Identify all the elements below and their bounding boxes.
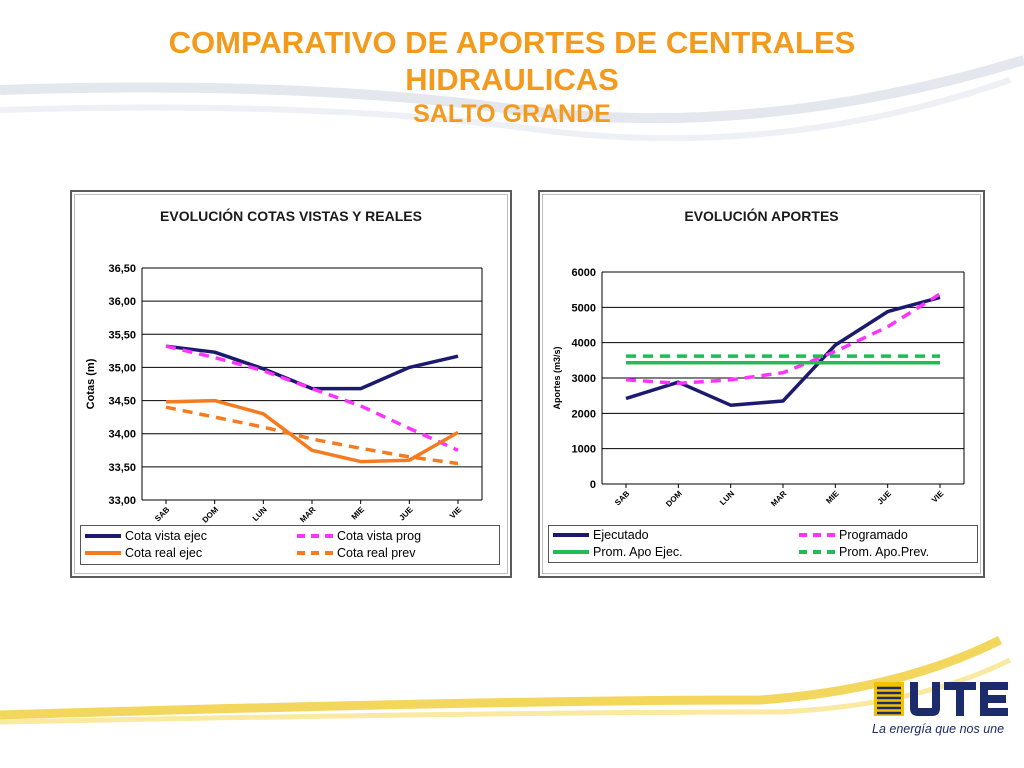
x-tick-label: VIE	[930, 489, 946, 505]
x-tick-label: LUN	[251, 505, 269, 523]
x-tick-label: LUN	[718, 489, 736, 507]
legend-swatch	[297, 534, 333, 538]
series-line-ejecutado	[625, 295, 941, 407]
x-tick-label: JUE	[876, 489, 894, 507]
legend-swatch	[85, 534, 121, 538]
y-tick-label: 4000	[572, 338, 596, 350]
y-tick-label: 33,50	[108, 462, 136, 474]
x-tick-label: MAR	[769, 489, 788, 508]
legend-swatch	[799, 533, 835, 537]
legend-item-prom-apo-prev: Prom. Apo.Prev.	[799, 545, 929, 559]
page-title: COMPARATIVO DE APORTES DE CENTRALES	[168, 25, 856, 60]
legend-label: Cota vista ejec	[125, 529, 207, 543]
y-tick-label: 34,00	[108, 429, 136, 441]
series-line-cota-vista-prog	[165, 344, 459, 452]
series-line-programado	[625, 292, 941, 386]
legend-label: Cota real prev	[337, 546, 416, 560]
page-subtitle: SALTO GRANDE	[413, 100, 611, 128]
legend-label: Programado	[839, 528, 908, 542]
x-tick-label: JUE	[397, 505, 415, 523]
legend-label: Prom. Apo.Prev.	[839, 545, 930, 559]
legend-swatch	[553, 550, 589, 554]
y-tick-label: 2000	[572, 408, 596, 420]
y-axis-label: Aportes (m3/s)	[552, 346, 562, 409]
x-tick-label: MIE	[350, 505, 367, 522]
x-tick-label: MIE	[824, 489, 841, 506]
logo-tagline: La energía que nos une	[872, 722, 1005, 736]
y-tick-label: 5000	[572, 302, 596, 314]
cotas-chart-panel: EVOLUCIÓN COTAS VISTAS Y REALES 33,00 33,…	[70, 190, 512, 578]
page-title-line2: HIDRAULICAS	[405, 62, 619, 97]
aportes-chart-frame	[542, 194, 981, 574]
aportes-chart-title: EVOLUCIÓN APORTES	[684, 208, 839, 224]
x-tick-label: DOM	[201, 505, 221, 525]
cotas-legend: Cota vista ejec Cota vista prog Cota rea…	[80, 525, 500, 565]
y-tick-label: 0	[590, 479, 596, 491]
y-tick-label: 33,00	[108, 495, 136, 507]
cotas-chart-title: EVOLUCIÓN COTAS VISTAS Y REALES	[160, 208, 422, 224]
x-tick-label: MAR	[298, 505, 317, 524]
y-tick-label: 36,50	[108, 263, 136, 275]
aportes-chart: 0 1000 2000 3000 4000 5000 6000 SAB DOM LUN MAR MIE…	[552, 267, 965, 509]
legend-item-cota-real-ejec: Cota real ejec	[85, 546, 202, 560]
legend-item-prom-apo-ejec: Prom. Apo Ejec.	[553, 545, 683, 559]
y-tick-label: 3000	[572, 373, 596, 385]
aportes-chart-panel: EVOLUCIÓN APORTES 0 1000 2000 3000 4000 5000 6…	[538, 190, 985, 578]
y-tick-label: 1000	[572, 444, 596, 456]
legend-label: Prom. Apo Ejec.	[593, 545, 683, 559]
ute-logo-icon	[874, 682, 1008, 716]
x-tick-label: VIE	[448, 505, 464, 521]
legend-item-cota-real-prev: Cota real prev	[297, 546, 416, 560]
legend-item-ejecutado: Ejecutado	[553, 528, 649, 542]
series-line-cota-vista-ejec	[165, 344, 459, 391]
legend-swatch	[297, 551, 333, 555]
y-tick-label: 34,50	[108, 396, 136, 408]
legend-item-programado: Programado	[799, 528, 908, 542]
cotas-chart-frame	[74, 194, 508, 574]
series-line-cota-real-prev	[165, 405, 459, 466]
y-tick-label: 35,00	[108, 362, 136, 374]
y-tick-label: 35,50	[108, 329, 136, 341]
x-tick-label: SAB	[153, 505, 171, 523]
legend-swatch	[85, 551, 121, 555]
legend-swatch	[799, 550, 835, 554]
series-line-cota-real-ejec	[165, 398, 459, 464]
x-tick-label: SAB	[613, 489, 631, 507]
aportes-legend: Ejecutado Programado Prom. Apo Ejec. Pro…	[548, 525, 978, 563]
legend-swatch	[553, 533, 589, 537]
cotas-chart: 33,00 33,50 34,00 34,50 35,00 35,50 36,00 36,50…	[85, 263, 483, 525]
legend-item-cota-vista-ejec: Cota vista ejec	[85, 529, 207, 543]
y-tick-label: 6000	[572, 267, 596, 279]
y-axis-label: Cotas (m)	[85, 358, 97, 409]
x-tick-label: DOM	[664, 489, 684, 509]
legend-label: Cota vista prog	[337, 529, 422, 543]
legend-label: Cota real ejec	[125, 546, 203, 560]
legend-item-cota-vista-prog: Cota vista prog	[297, 529, 421, 543]
page-title-block: COMPARATIVO DE APORTES DE CENTRALES HIDR…	[0, 24, 1024, 130]
legend-label: Ejecutado	[593, 528, 649, 542]
y-tick-label: 36,00	[108, 296, 136, 308]
